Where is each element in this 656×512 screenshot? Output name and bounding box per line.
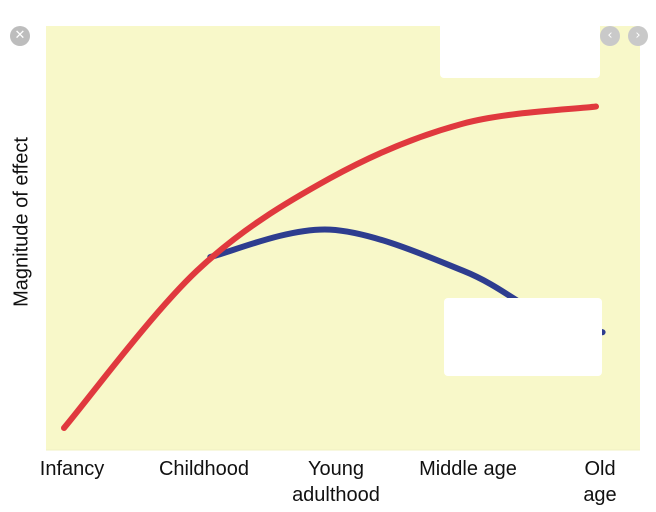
x-tick-middle-age: Middle age xyxy=(419,458,517,480)
x-tick-childhood: Childhood xyxy=(158,458,250,480)
chevron-right-icon[interactable]: › xyxy=(628,26,648,46)
plot-area xyxy=(46,26,640,450)
answer-box-middle[interactable] xyxy=(444,298,602,376)
y-axis-label: Magnitude of effect xyxy=(10,137,33,307)
close-icon[interactable]: ✕ xyxy=(10,26,30,46)
x-tick-old-age: Old age xyxy=(583,458,617,506)
red-curve-line xyxy=(61,103,599,431)
x-tick-infancy: Infancy xyxy=(39,458,105,480)
x-tick-young-adulthood: Young adulthood xyxy=(292,458,380,506)
chevron-left-icon[interactable]: ‹ xyxy=(600,26,620,46)
answer-box-top[interactable] xyxy=(440,18,600,78)
